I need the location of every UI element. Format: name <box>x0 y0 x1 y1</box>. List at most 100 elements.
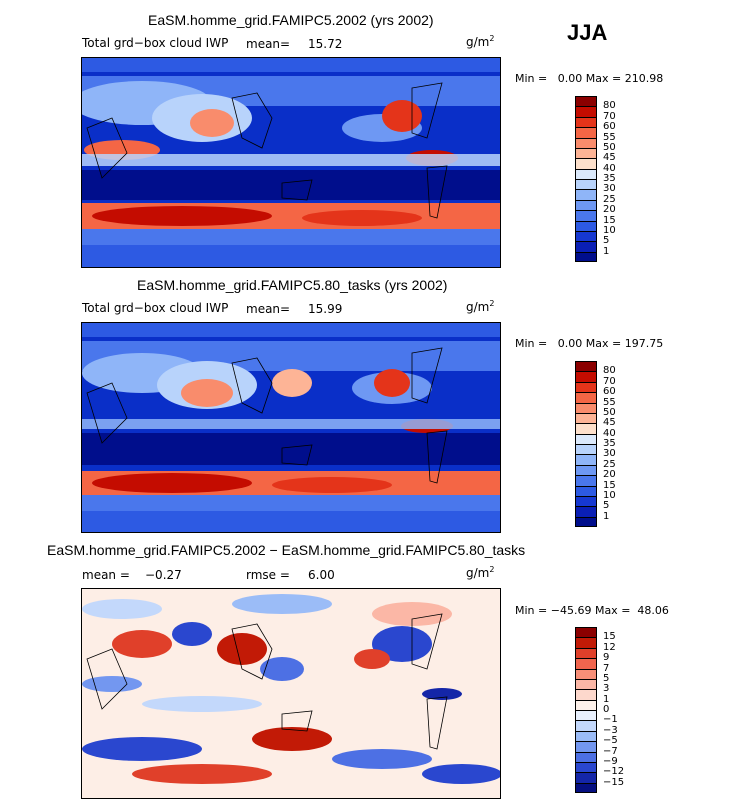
panel-3-minmax: Min = −45.69 Max = 48.06 <box>515 604 669 617</box>
panel-3-colorbar-cell <box>575 741 597 752</box>
panel-3-colorbar-cell <box>575 689 597 700</box>
panel-3-colorbar-frame <box>575 627 597 793</box>
panel-2-colorbar-cell <box>575 454 597 465</box>
panel-3-mean-label: mean = <box>82 568 130 582</box>
panel-2-colorbar-cell <box>575 495 597 507</box>
panel-1-colorbar-cell <box>575 251 597 262</box>
panel-2-colorbar-label: 10 <box>603 489 616 501</box>
panel-3-colorbar-label: −12 <box>603 766 625 778</box>
panel-3-colorbar-cell <box>575 627 597 638</box>
panel-3-colorbar-cell <box>575 761 597 773</box>
panel-3-colorbar-label: −3 <box>603 724 618 736</box>
panel-2-colorbar-cell <box>575 381 597 393</box>
panel-1-colorbar-label: 25 <box>603 193 616 205</box>
panel-3-colorbar-label: −7 <box>603 745 618 757</box>
season-label: JJA <box>567 20 608 45</box>
panel-1-colorbar-cell <box>575 147 597 159</box>
panel-2-colorbar-cell <box>575 392 597 403</box>
panel-2-colorbar-cell <box>575 433 597 444</box>
panel-3-title: EaSM.homme_grid.FAMIPC5.2002 − EaSM.homm… <box>47 542 526 558</box>
panel-1-colorbar-cell <box>575 137 597 148</box>
panel-1-units: g/m2 <box>466 34 495 49</box>
panel-3-colorbar-label: −1 <box>603 714 618 726</box>
panel-3-map-field <box>82 589 500 798</box>
panel-3-mean-value: −0.27 <box>145 568 182 582</box>
panel-2-colorbar-label: 20 <box>603 469 616 481</box>
panel-1-colorbar-cell <box>575 189 597 200</box>
panel-1-colorbar-label: 80 <box>603 100 616 112</box>
panel-3-colorbar-label: 3 <box>603 683 610 695</box>
panel-3-colorbar-label: 0 <box>603 704 610 715</box>
panel-2-minmax: Min = 0.00 Max = 197.75 <box>515 337 664 350</box>
panel-1-colorbar-cell <box>575 230 597 242</box>
panel-1-colorbar-label: 30 <box>603 183 616 195</box>
panel-2-colorbar-cell <box>575 361 597 372</box>
panel-3-colorbar-cell <box>575 710 597 721</box>
panel-3-colorbar-cell <box>575 647 597 659</box>
panel-1-colorbar-cell <box>575 241 597 252</box>
panel-1-colorbar-label: 35 <box>603 173 616 184</box>
panel-2-colorbar-cell <box>575 423 597 434</box>
panel-3-colorbar-cell <box>575 772 597 783</box>
panel-1-colorbar-frame <box>575 96 597 262</box>
panel-2-colorbar-label: 35 <box>603 438 616 449</box>
panel-1-colorbar-cell <box>575 96 597 107</box>
panel-3-map <box>81 588 501 799</box>
panel-1-colorbar-label: 60 <box>603 121 616 133</box>
panel-2-colorbar-label: 60 <box>603 386 616 398</box>
panel-3-rmse-label: rmse = <box>246 568 290 582</box>
panel-3-colorbar-label: −9 <box>603 755 618 767</box>
panel-1-colorbar-label: 20 <box>603 204 616 216</box>
panel-1-colorbar-label: 1 <box>603 245 610 257</box>
panel-1-colorbar-label: 70 <box>603 110 616 122</box>
panel-1-colorbar-label: 5 <box>603 235 610 247</box>
panel-3-colorbar-label: −5 <box>603 735 618 747</box>
panel-1-variable: Total grd−box cloud IWP <box>82 36 229 50</box>
panel-1-colorbar-cell <box>575 168 597 179</box>
panel-1-colorbar-cell <box>575 220 597 231</box>
panel-1-map-field <box>82 58 500 267</box>
panel-2-colorbar-label: 70 <box>603 375 616 387</box>
panel-3-colorbar-label: 9 <box>603 652 610 664</box>
panel-1-map <box>81 57 501 268</box>
panel-3-colorbar-label: 12 <box>603 641 616 653</box>
panel-2-colorbar-cell <box>575 516 597 527</box>
panel-1-colorbar-cell <box>575 199 597 211</box>
panel-3-colorbar-label: 15 <box>603 631 616 643</box>
panel-2-colorbar-cell <box>575 485 597 496</box>
panel-2-colorbar-label: 5 <box>603 500 610 512</box>
panel-2-colorbar-label: 80 <box>603 365 616 377</box>
panel-1-colorbar-cell <box>575 179 597 190</box>
panel-2-colorbar-cell <box>575 475 597 486</box>
panel-2-colorbar-cell <box>575 444 597 455</box>
panel-2-colorbar-label: 40 <box>603 427 616 439</box>
panel-3-colorbar-label: 7 <box>603 662 610 674</box>
panel-3-colorbar-cell <box>575 730 597 742</box>
panel-3-colorbar-label: 1 <box>603 693 610 705</box>
panel-2-colorbar-cell <box>575 412 597 424</box>
panel-2-map-field <box>82 323 500 532</box>
panel-2-colorbar-label: 45 <box>603 417 616 429</box>
panel-1-colorbar-label: 15 <box>603 214 616 226</box>
panel-1-colorbar-cell <box>575 106 597 117</box>
panel-1-colorbar-label: 40 <box>603 162 616 174</box>
panel-1-colorbar-cell <box>575 127 597 138</box>
panel-2-colorbar-frame <box>575 361 597 527</box>
panel-1-colorbar-cell <box>575 158 597 169</box>
panel-1-mean-value: 15.72 <box>308 37 343 51</box>
panel-3-units: g/m2 <box>466 565 495 580</box>
panel-2-colorbar-label: 25 <box>603 458 616 470</box>
panel-3-rmse-value: 6.00 <box>308 568 335 582</box>
panel-2-colorbar-cell <box>575 506 597 517</box>
panel-2-colorbar-label: 55 <box>603 396 616 408</box>
panel-1-colorbar-cell <box>575 210 597 221</box>
panel-3-colorbar-cell <box>575 720 597 731</box>
panel-1-mean-label: mean= <box>246 37 291 51</box>
panel-3-colorbar-label: 5 <box>603 672 610 684</box>
panel-3-colorbar-label: −15 <box>603 776 625 788</box>
panel-2-title: EaSM.homme_grid.FAMIPC5.80_tasks (yrs 20… <box>137 277 448 293</box>
panel-2-colorbar-label: 30 <box>603 448 616 460</box>
panel-1-colorbar-label: 45 <box>603 152 616 164</box>
panel-1-minmax: Min = 0.00 Max = 210.98 <box>515 72 664 85</box>
panel-3-colorbar-cell <box>575 678 597 690</box>
